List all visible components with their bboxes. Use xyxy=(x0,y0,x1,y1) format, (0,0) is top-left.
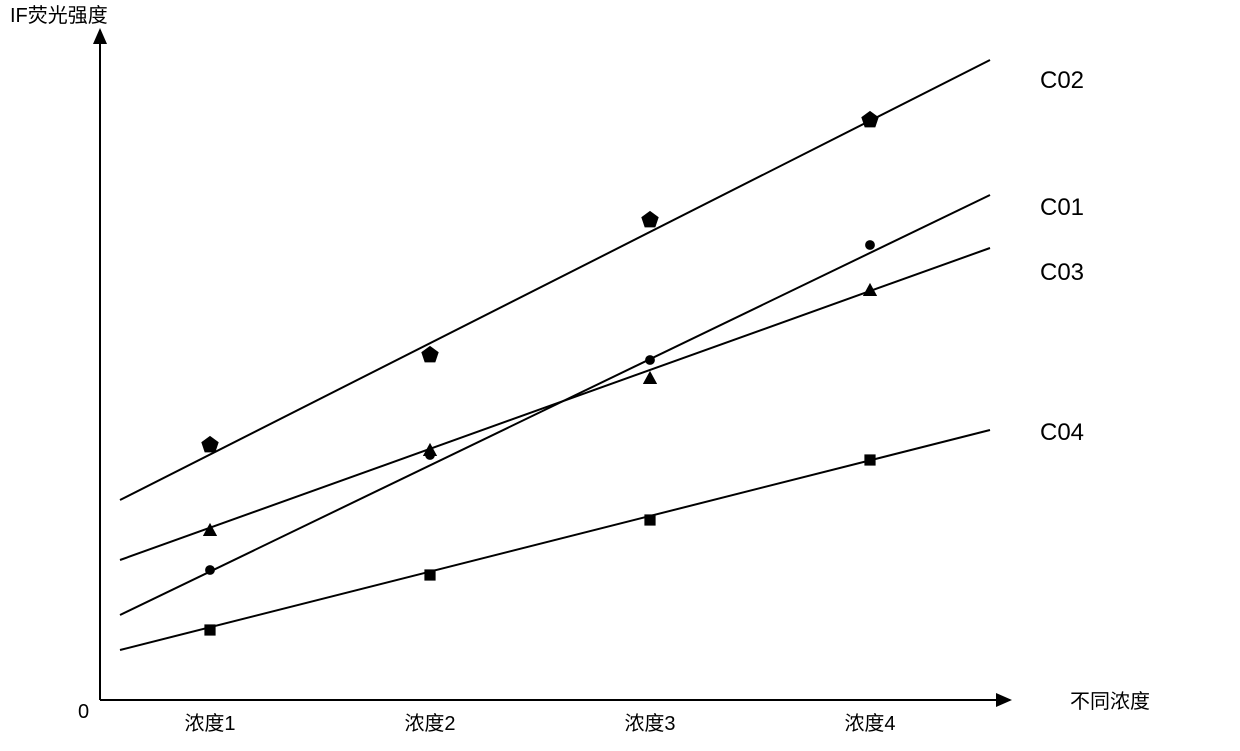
x-tick-label: 浓度2 xyxy=(404,712,455,735)
series-label-C01: C01 xyxy=(1040,194,1084,221)
marker-circle xyxy=(865,240,875,250)
marker-square xyxy=(424,569,435,580)
series-label-C04: C04 xyxy=(1040,419,1084,446)
x-tick-label: 浓度1 xyxy=(184,712,235,735)
series-label-C02: C02 xyxy=(1040,67,1084,94)
series-label-C03: C03 xyxy=(1040,259,1084,286)
marker-square xyxy=(644,514,655,525)
marker-square xyxy=(864,454,875,465)
scatter-line-chart: 0 IF荧光强度不同浓度浓度1 浓度2 浓度3 浓度4 C02 C01 C03 C04 xyxy=(0,0,1240,751)
chart-bg xyxy=(0,0,1240,751)
marker-square xyxy=(204,624,215,635)
x-tick-label: 浓度4 xyxy=(844,712,895,735)
chart-svg: 0 IF荧光强度不同浓度浓度1 浓度2 浓度3 浓度4 C02 C01 C03 C04 xyxy=(0,0,1240,751)
y-axis-title: IF荧光强度 xyxy=(10,4,108,27)
x-axis-title: 不同浓度 xyxy=(1070,690,1150,713)
origin-label: 0 xyxy=(78,701,89,723)
marker-circle xyxy=(205,565,215,575)
x-tick-label: 浓度3 xyxy=(624,712,675,735)
marker-circle xyxy=(645,355,655,365)
